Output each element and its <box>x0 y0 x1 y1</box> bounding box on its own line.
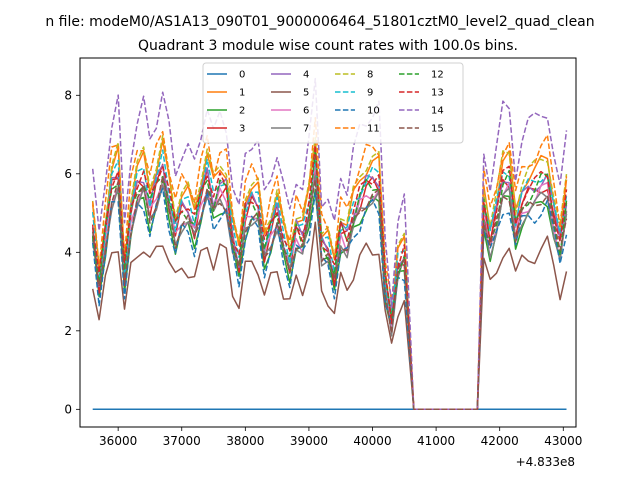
series-layer <box>91 77 568 411</box>
legend-label-9: 9 <box>367 88 373 99</box>
legend-label-14: 14 <box>431 106 444 117</box>
legend-label-11: 11 <box>367 124 380 135</box>
y-tick-label: 2 <box>64 324 72 338</box>
x-offset-label: +4.833e8 <box>516 455 575 469</box>
legend-label-7: 7 <box>303 124 309 135</box>
legend-label-0: 0 <box>239 70 245 81</box>
legend-label-5: 5 <box>303 88 309 99</box>
chart-title: Quadrant 3 module wise count rates with … <box>138 38 518 54</box>
figure-suptitle: n file: modeM0/AS1A13_090T01_9000006464_… <box>45 14 594 30</box>
legend-label-15: 15 <box>431 124 444 135</box>
x-tick-label: 37000 <box>163 434 201 448</box>
legend-label-3: 3 <box>239 124 245 135</box>
series-line-2 <box>91 180 568 411</box>
x-tick-label: 41000 <box>417 434 455 448</box>
series-line-10 <box>91 187 568 411</box>
legend-label-12: 12 <box>431 70 444 81</box>
series-line-13 <box>91 144 568 411</box>
legend-label-1: 1 <box>239 88 245 99</box>
x-tick-label: 43000 <box>544 434 582 448</box>
tick-layer: 36000 37000 38000 39000 40000 41000 42000 43000… <box>64 88 582 448</box>
series-line-8 <box>91 134 568 411</box>
legend-label-4: 4 <box>303 70 309 81</box>
legend-label-8: 8 <box>367 70 373 81</box>
axes-frame <box>79 57 577 428</box>
x-tick-label: 39000 <box>290 434 328 448</box>
x-tick-label: 36000 <box>99 434 137 448</box>
series-line-15 <box>91 175 568 411</box>
legend-label-13: 13 <box>431 88 444 99</box>
y-tick-label: 8 <box>64 88 72 102</box>
legend-label-10: 10 <box>367 106 380 117</box>
series-line-11 <box>91 117 568 411</box>
x-tick-label: 42000 <box>481 434 519 448</box>
y-tick-label: 0 <box>64 402 72 416</box>
x-tick-label: 40000 <box>353 434 391 448</box>
series-line-9 <box>91 149 568 411</box>
series-line-5 <box>91 221 568 411</box>
legend-label-6: 6 <box>303 106 309 117</box>
legend-label-2: 2 <box>239 106 245 117</box>
y-tick-label: 6 <box>64 167 72 181</box>
y-tick-label: 4 <box>64 245 72 259</box>
legend-box <box>202 62 464 144</box>
x-tick-label: 38000 <box>226 434 264 448</box>
series-line-14 <box>91 77 568 411</box>
